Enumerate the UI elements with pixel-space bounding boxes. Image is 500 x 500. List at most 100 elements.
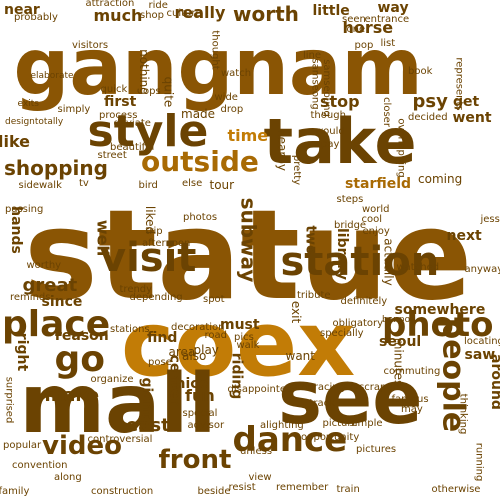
word-famous: famous bbox=[391, 394, 429, 405]
word-jess: jess bbox=[480, 214, 500, 225]
word-beside: beside bbox=[197, 486, 231, 497]
word-one: one bbox=[346, 24, 366, 35]
word-next: next bbox=[446, 228, 482, 244]
word-afternoon: afternoon bbox=[142, 238, 191, 249]
word-play: play bbox=[193, 343, 219, 357]
word-around: around bbox=[487, 354, 500, 410]
word-made: made bbox=[181, 107, 216, 121]
word-actually: actually bbox=[381, 238, 396, 286]
word-tribute: tribute bbox=[297, 290, 331, 301]
word-bird: bird bbox=[138, 180, 158, 191]
word-popular: popular bbox=[3, 440, 42, 451]
word-depending: depending bbox=[129, 292, 183, 303]
word-anyway: anyway bbox=[464, 264, 500, 275]
word-drop: drop bbox=[220, 104, 244, 115]
word-decoration: decoration bbox=[171, 322, 225, 333]
word-convention: convention bbox=[12, 460, 68, 471]
word-would: would bbox=[315, 126, 345, 137]
word-elaborate: elaborate bbox=[30, 70, 74, 81]
word-probably: probably bbox=[14, 12, 58, 23]
word-pictures: pictures bbox=[356, 444, 397, 455]
word-world: world bbox=[362, 204, 390, 215]
word-banpo: banpo bbox=[382, 314, 411, 325]
word-walk: walk bbox=[236, 340, 260, 351]
word-gangnam: gangnam bbox=[13, 23, 423, 113]
word-picture: picture bbox=[322, 418, 358, 429]
word-worthy: worthy bbox=[26, 260, 62, 271]
word-list: list bbox=[380, 38, 396, 49]
word-way: way bbox=[377, 0, 409, 16]
word-quite: quite bbox=[160, 76, 175, 108]
word-ops: ops bbox=[143, 86, 161, 97]
word-disappointed: disappointed bbox=[227, 384, 293, 395]
word-pretty: pretty bbox=[291, 154, 303, 186]
word-opportunity: opportunity bbox=[301, 432, 360, 443]
word-watch: watch bbox=[221, 68, 252, 79]
word-view: view bbox=[248, 472, 272, 483]
word-saw: saw bbox=[464, 347, 496, 363]
word-worth: worth bbox=[233, 2, 299, 26]
word-seoul: seoul bbox=[379, 334, 422, 350]
word-simply: simply bbox=[57, 104, 91, 115]
word-tour: tour bbox=[209, 178, 235, 192]
word-get: get bbox=[453, 94, 480, 110]
word-exit: exit bbox=[289, 300, 304, 324]
word-line: line bbox=[303, 50, 322, 61]
word-book: book bbox=[408, 66, 433, 77]
word-pics: pics bbox=[234, 332, 254, 343]
word-nice: nice bbox=[175, 376, 209, 392]
word-minutes: minutes bbox=[390, 337, 405, 387]
word-trendy: trendy bbox=[119, 284, 153, 295]
word-seen: seen bbox=[342, 14, 366, 25]
word-go: go bbox=[54, 339, 106, 380]
word-closer: closer bbox=[380, 97, 392, 127]
word-designtotally: designtotally bbox=[5, 116, 64, 127]
word-culture: culture bbox=[166, 8, 202, 19]
word-entrance: entrance bbox=[364, 14, 410, 25]
word-advisor: advisor bbox=[187, 420, 225, 431]
word-area: area bbox=[168, 345, 196, 359]
word-cool: cool bbox=[361, 214, 383, 225]
word-east: east bbox=[126, 415, 170, 436]
word-skyscrapers: skyscrapers bbox=[342, 382, 402, 393]
word-enjoy: enjoy bbox=[362, 226, 390, 237]
word-simple: simple bbox=[349, 418, 383, 429]
word-wide: wide bbox=[214, 92, 238, 103]
word-reminds: reminds bbox=[10, 292, 51, 303]
word-fun: fun bbox=[185, 386, 215, 405]
word-overlapping: overlapping bbox=[395, 118, 407, 178]
word-first: first bbox=[104, 94, 137, 110]
word-organize: organize bbox=[90, 374, 134, 385]
word-shop: shop bbox=[140, 10, 165, 21]
word-mall: mall bbox=[19, 357, 217, 452]
word-giant: giant bbox=[137, 377, 154, 419]
word-dance: dance bbox=[232, 420, 348, 460]
word-horse: horse bbox=[342, 18, 394, 37]
word-trip: trip bbox=[145, 226, 163, 237]
word-near: near bbox=[4, 2, 40, 18]
word-make: make bbox=[44, 385, 100, 406]
word-thought: thought bbox=[209, 30, 221, 70]
word-attraction: attraction bbox=[85, 0, 135, 9]
word-thinking: thinking bbox=[456, 393, 468, 435]
word-subway: subway bbox=[235, 197, 260, 283]
word-commuting: commuting bbox=[383, 366, 441, 377]
word-went: went bbox=[452, 110, 492, 126]
word-pay: pay bbox=[321, 139, 340, 150]
word-represents: represents bbox=[453, 57, 465, 111]
word-station: station bbox=[280, 239, 440, 285]
word-quick: quick bbox=[100, 84, 128, 95]
word-since: since bbox=[41, 294, 83, 310]
word-surprised: surprised bbox=[2, 376, 14, 424]
word-process: process bbox=[99, 110, 138, 121]
word-place: place bbox=[2, 304, 111, 345]
word-also: also bbox=[182, 349, 207, 363]
word-beautiful: beautiful bbox=[110, 142, 155, 153]
word-otherwise: otherwise bbox=[431, 484, 481, 495]
word-running: running bbox=[472, 442, 484, 482]
word-statue: statue bbox=[24, 184, 473, 328]
word-remember: remember bbox=[276, 482, 329, 493]
word-video: video bbox=[42, 431, 122, 461]
word-unless: unless bbox=[240, 446, 273, 457]
